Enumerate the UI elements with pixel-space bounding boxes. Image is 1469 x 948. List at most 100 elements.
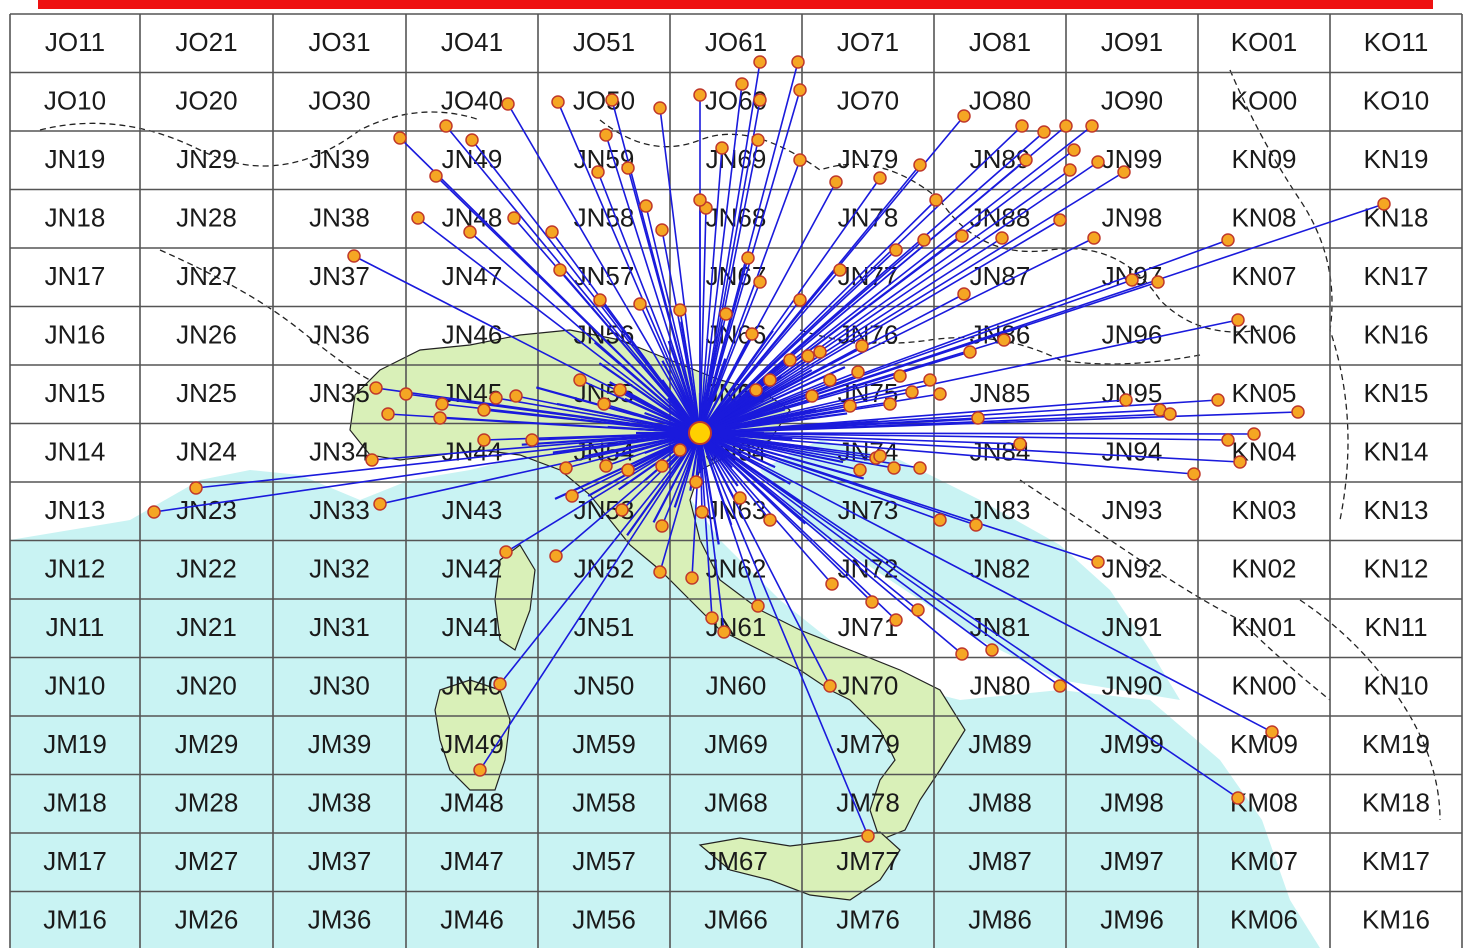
station-marker [1377, 197, 1391, 211]
locator-square-label: KN16 [1363, 320, 1428, 350]
locator-square-label: JN43 [442, 495, 503, 525]
station-marker [913, 461, 927, 475]
contact-line [699, 239, 1229, 434]
station-marker [753, 275, 767, 289]
contact-line [699, 159, 801, 434]
locator-square-label: JN99 [1102, 144, 1163, 174]
locator-square-label: JN47 [442, 261, 503, 291]
locator-square-label: JN93 [1102, 495, 1163, 525]
locator-square-label: JN28 [176, 203, 237, 233]
locator-square-label: JN32 [309, 554, 370, 584]
contact-line [699, 432, 1099, 563]
contact-line [699, 432, 1229, 441]
contact-line [699, 408, 816, 435]
contact-line [699, 432, 1021, 445]
locator-square-label: KN12 [1363, 554, 1428, 584]
locator-square-label: JN70 [838, 671, 899, 701]
locator-square-label: JM38 [308, 788, 372, 818]
contact-line [435, 175, 701, 434]
contact-line [353, 255, 701, 434]
locator-square-label: JO10 [44, 86, 106, 116]
station-marker [853, 463, 867, 477]
locator-square-label: JM87 [968, 846, 1032, 876]
contact-line [699, 432, 919, 611]
station-marker [911, 603, 925, 617]
station-markers [147, 55, 1391, 843]
contact-lines [153, 61, 1385, 837]
locator-square-label: KN09 [1231, 144, 1296, 174]
sea-layer [10, 440, 1320, 948]
locator-square-label: JO40 [441, 86, 503, 116]
contact-line [535, 386, 701, 435]
contact-line [645, 205, 701, 434]
station-marker [1163, 407, 1177, 421]
locator-square-label: JM17 [43, 846, 107, 876]
locator-square-label: JN31 [309, 612, 370, 642]
locator-square-label: JM96 [1100, 905, 1164, 935]
contact-line [699, 83, 743, 434]
contact-line [627, 167, 701, 434]
station-marker [749, 383, 763, 397]
station-marker [1067, 143, 1081, 157]
contact-line [445, 125, 701, 434]
locator-square-label: JN20 [176, 671, 237, 701]
locator-square-label: KO11 [1364, 27, 1429, 57]
station-marker [971, 411, 985, 425]
locator-square-label: JN94 [1102, 437, 1163, 467]
station-marker [923, 373, 937, 387]
locator-square-label: JN13 [45, 495, 106, 525]
contact-line [661, 360, 701, 434]
locator-square-label: JM28 [175, 788, 239, 818]
station-marker [741, 251, 755, 265]
top-red-bar [38, 0, 1433, 9]
contact-line [557, 101, 701, 434]
locator-square-label: JN38 [309, 203, 370, 233]
locator-square-label: JN95 [1102, 378, 1163, 408]
station-marker [873, 171, 887, 185]
station-marker [893, 369, 907, 383]
station-marker [957, 287, 971, 301]
locator-square-label: KN01 [1231, 612, 1296, 642]
locator-square-label: JM69 [704, 729, 768, 759]
country-border [1229, 69, 1349, 521]
station-marker [889, 243, 903, 257]
station-marker [695, 505, 709, 519]
contact-line [584, 431, 701, 458]
locator-square-label: KM07 [1230, 846, 1298, 876]
station-marker [957, 109, 971, 123]
station-marker [1059, 119, 1073, 133]
station-marker [883, 397, 897, 411]
locator-square-label: JM19 [43, 729, 107, 759]
contact-line [597, 171, 701, 434]
locator-square-label: JN81 [970, 612, 1031, 642]
contact-line [699, 432, 1255, 435]
station-marker [565, 489, 579, 503]
locator-grid [9, 13, 1463, 948]
contact-line [699, 147, 723, 434]
locator-square-label: JN96 [1102, 320, 1163, 350]
contact-line [505, 432, 701, 553]
contact-line [699, 281, 761, 434]
station-marker [1085, 119, 1099, 133]
locator-square-label: JN19 [45, 144, 106, 174]
station-marker [823, 373, 837, 387]
locator-square-label: JN46 [442, 320, 503, 350]
locator-square-label: JM37 [308, 846, 372, 876]
station-marker [719, 307, 733, 321]
locator-square-label: JM59 [572, 729, 636, 759]
locator-square-label: KN05 [1231, 378, 1296, 408]
locator-square-label: JM98 [1100, 788, 1164, 818]
contact-line [699, 432, 1273, 733]
station-marker [1233, 455, 1247, 469]
station-marker [507, 211, 521, 225]
locator-square-label: KO10 [1363, 86, 1430, 116]
contact-line [699, 199, 937, 434]
station-marker [717, 625, 731, 639]
station-marker [473, 763, 487, 777]
station-marker [439, 119, 453, 133]
contact-line [699, 432, 713, 619]
locator-square-label: JN33 [309, 495, 370, 525]
locator-square-label: JO51 [573, 27, 635, 57]
contact-line [699, 343, 748, 434]
